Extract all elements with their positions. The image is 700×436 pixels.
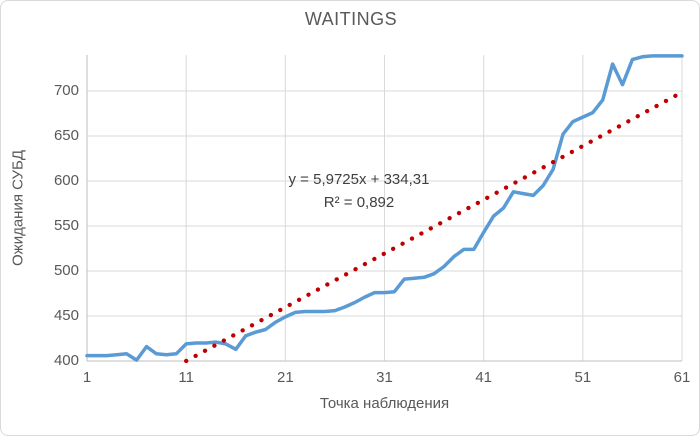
y-tick-label: 500 [53,262,79,279]
x-tick-label: 11 [178,369,194,386]
y-tick-label: 700 [53,82,79,99]
x-tick-label: 41 [475,369,492,386]
trendline-r2: R² = 0,892 [323,194,395,211]
x-axis-title: Точка наблюдения [319,395,450,412]
series-line [85,54,684,362]
chart-title: WAITINGS [304,9,398,29]
x-tick-label: 1 [82,369,92,386]
y-tick-label: 450 [53,307,79,324]
y-tick-label: 550 [53,217,79,234]
x-tick-label: 21 [276,369,294,386]
y-tick-label: 600 [53,172,79,189]
y-axis-title: Ожидания СУБД [9,150,27,266]
trendline-dotted [184,90,685,364]
trendline-equation: y = 5,9725x + 334,31 [288,171,430,188]
y-tick-label: 400 [53,352,79,369]
x-tick-label: 61 [673,369,691,386]
y-tick-label: 650 [53,127,79,144]
x-tick-label: 31 [376,369,393,386]
x-tick-label: 51 [574,369,592,386]
trendline-annotation: y = 5,9725x + 334,31 R² = 0,892 [259,168,459,214]
